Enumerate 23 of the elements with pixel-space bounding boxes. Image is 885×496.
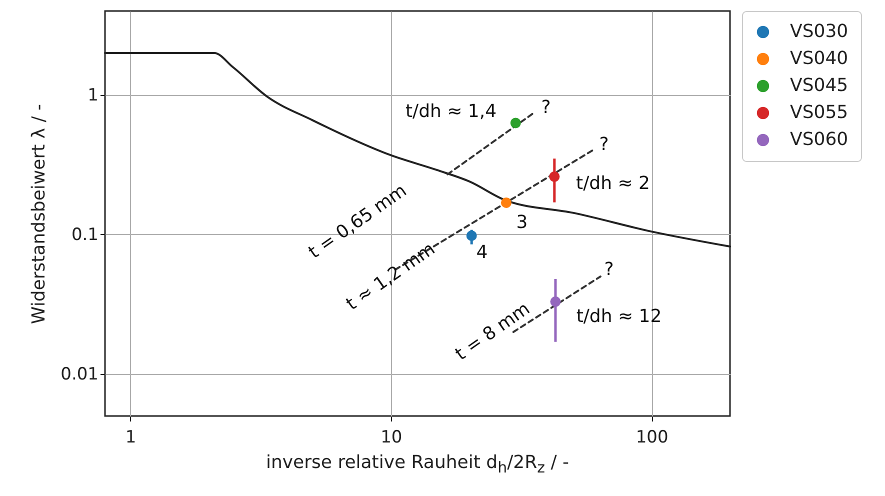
x-tick-label: 10	[380, 428, 402, 448]
legend-label: VS040	[790, 48, 848, 69]
x-tick-label: 1	[125, 428, 136, 448]
y-tick-label: 0.1	[71, 225, 98, 245]
annotation: t/dh ≈ 2	[576, 173, 650, 194]
annotation: t ≈ 1,2 mm	[342, 238, 439, 315]
annotation: ?	[541, 97, 551, 118]
annotation: t/dh ≈ 1,4	[405, 101, 497, 122]
annotation: ?	[604, 259, 614, 280]
y-tick-label: 0.01	[60, 364, 98, 385]
legend-label: VS045	[790, 75, 848, 96]
annotation: t = 8 mm	[452, 298, 534, 365]
x-axis-title: inverse relative Rauheit d$_{h}$/2R$_{z}$ / -	[264, 452, 570, 477]
legend-label: VS060	[790, 129, 848, 150]
annotation: t/dh ≈ 12	[576, 306, 662, 327]
legend-label: VS055	[790, 102, 848, 123]
y-tick-label: 1	[88, 85, 98, 106]
y-axis-title: Widerstandsbeiwert λ / -	[28, 104, 50, 324]
x-tick-label: 100	[636, 428, 668, 448]
legend-label: VS030	[790, 21, 848, 42]
annotation: 3	[516, 212, 528, 233]
annotation: 4	[476, 242, 488, 263]
annotation: ?	[599, 134, 609, 155]
